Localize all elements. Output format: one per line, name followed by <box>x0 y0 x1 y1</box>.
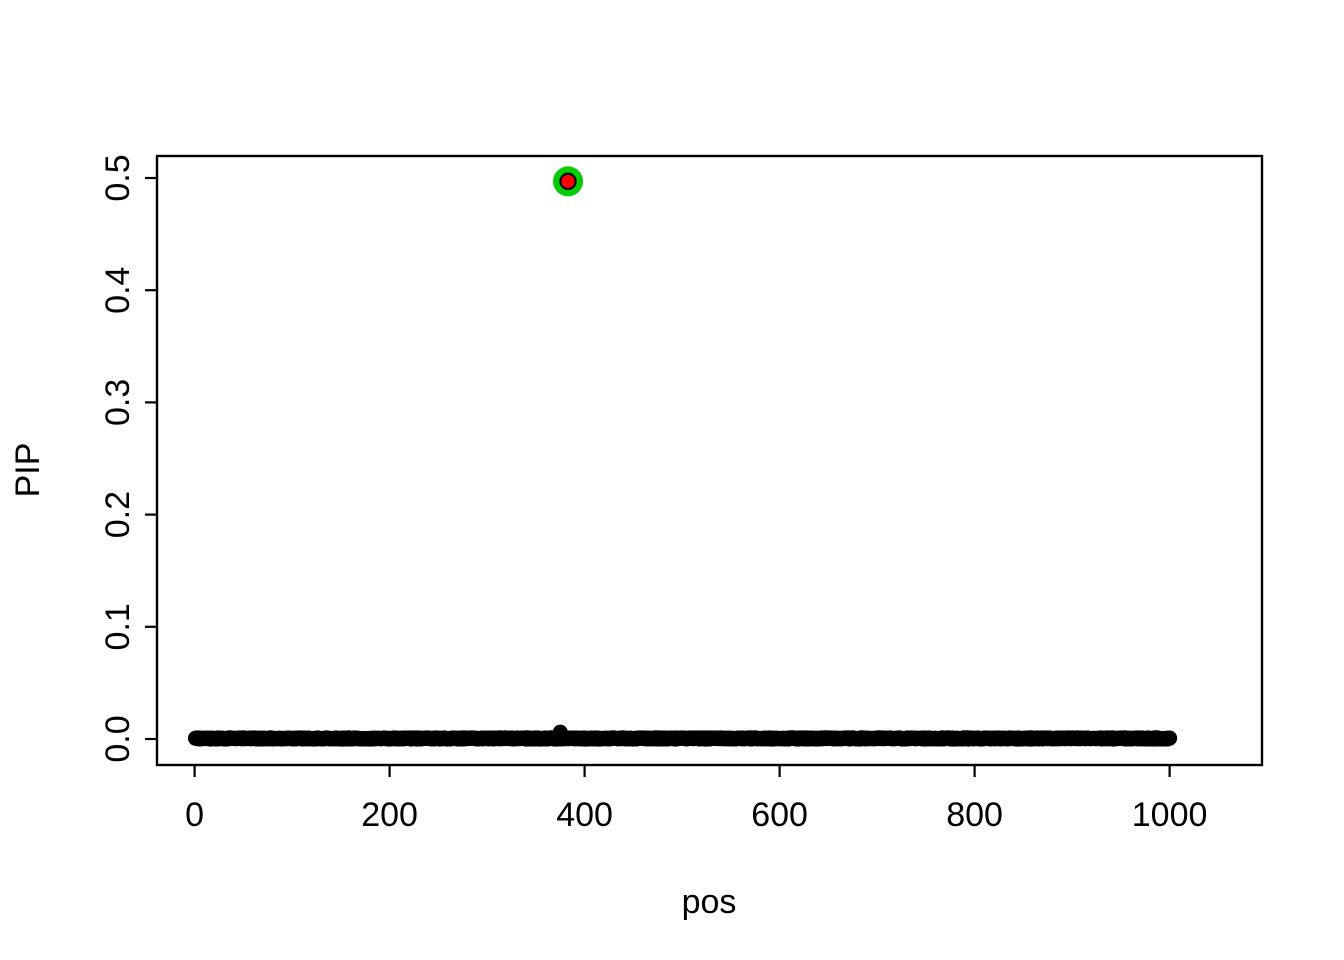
x-axis-ticks <box>193 765 1171 777</box>
plot-panel-box <box>155 154 1264 767</box>
y-tick-label-0.5: 0.5 <box>99 154 137 201</box>
y-tick-label-0.2: 0.2 <box>99 491 137 538</box>
y-axis-title: PIP <box>9 443 47 498</box>
data-points-layer <box>187 166 1178 747</box>
y-tick-label-0.0: 0.0 <box>99 715 137 762</box>
data-point <box>1162 730 1178 746</box>
x-axis-title: pos <box>682 883 737 921</box>
y-axis-tick-labels: 0.5 0.4 0.3 0.2 0.1 0.0 <box>99 154 137 762</box>
x-tick-label-400: 400 <box>556 796 613 834</box>
x-tick-label-1000: 1000 <box>1132 796 1208 834</box>
y-axis-ticks <box>145 176 157 741</box>
data-point-secondary <box>552 724 568 740</box>
causal-variant-point <box>559 172 577 191</box>
x-tick-label-200: 200 <box>361 796 418 834</box>
x-tick-label-600: 600 <box>751 796 808 834</box>
y-tick-label-0.1: 0.1 <box>99 603 137 650</box>
x-tick-label-800: 800 <box>946 796 1003 834</box>
y-tick-label-0.3: 0.3 <box>99 379 137 426</box>
x-axis-tick-labels: 0 200 400 600 800 1000 <box>185 796 1207 834</box>
x-tick-label-0: 0 <box>185 796 204 834</box>
y-tick-label-0.4: 0.4 <box>99 267 137 314</box>
